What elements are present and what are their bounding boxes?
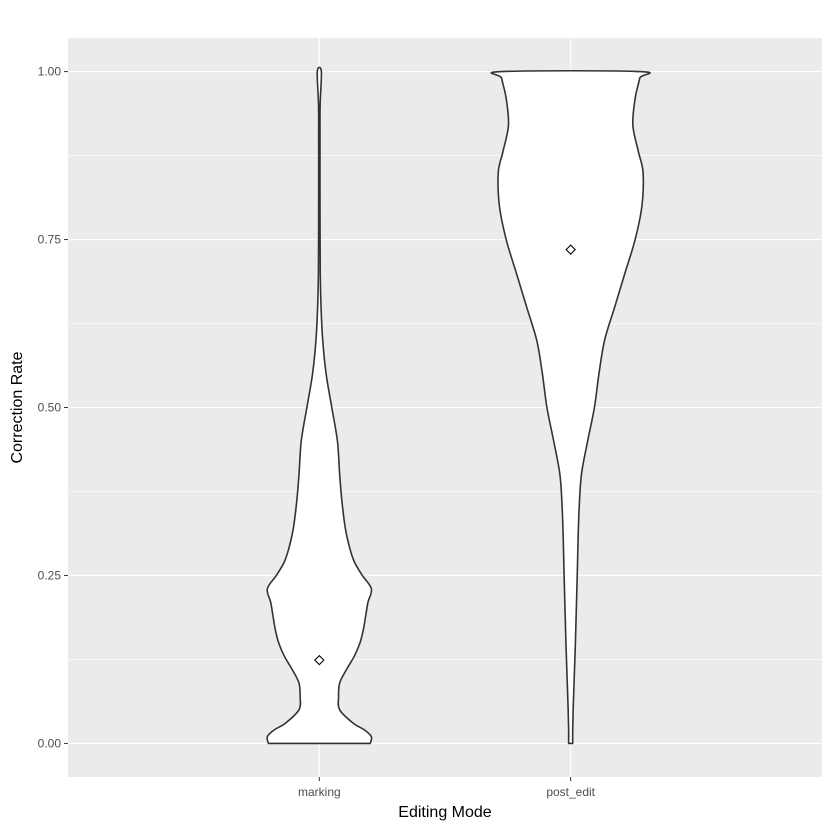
y-tick-label: 0.50: [38, 401, 62, 415]
y-tick-label: 0.25: [38, 568, 62, 582]
axis-layer: 0.00 0.25 0.50 0.75 1.00 marking post_edit: [38, 65, 596, 799]
y-tick-label: 0.00: [38, 736, 62, 750]
mean-layer: [314, 244, 576, 666]
y-tick-label: 1.00: [38, 65, 62, 79]
violin-post-edit: [490, 69, 651, 745]
mean-marker-post-edit: [565, 244, 576, 255]
x-axis-title: Editing Mode: [398, 804, 491, 821]
violin-layer: [266, 66, 651, 745]
x-tick-label: post_edit: [546, 785, 595, 799]
y-axis-title: Correction Rate: [9, 351, 26, 463]
x-tick-label: marking: [298, 785, 341, 799]
mean-marker-marking: [314, 654, 325, 666]
y-tick-label: 0.75: [38, 233, 62, 247]
violin-marking: [266, 66, 373, 745]
